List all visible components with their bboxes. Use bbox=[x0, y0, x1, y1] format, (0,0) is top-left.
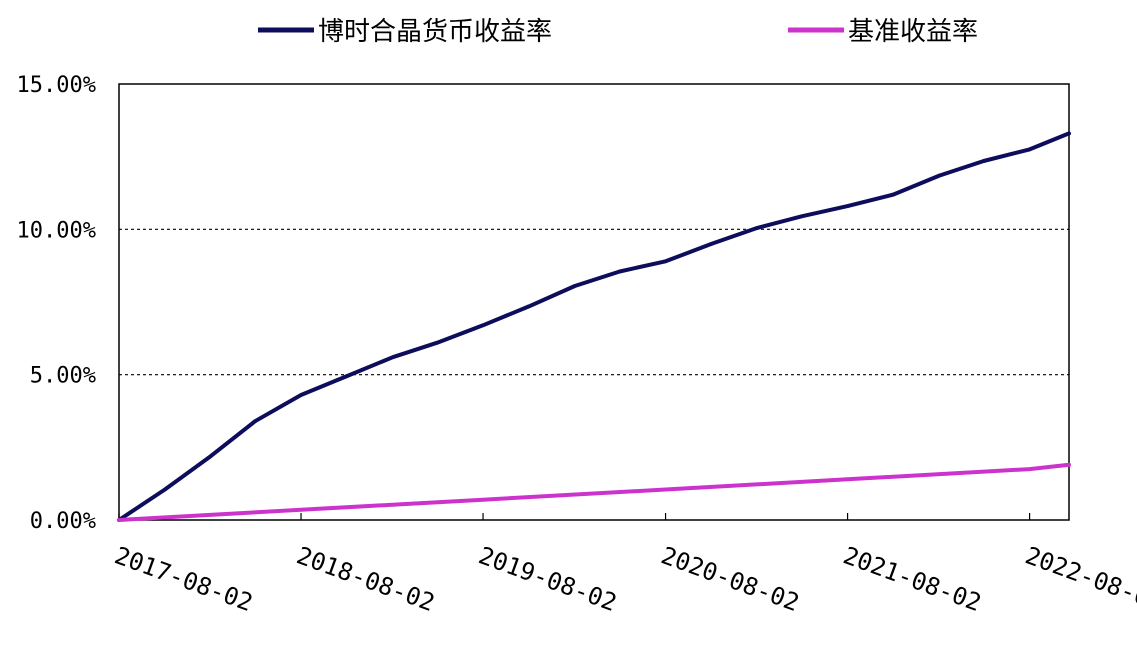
x-tick-label: 2021-08-02 bbox=[840, 541, 985, 617]
x-tick-label: 2017-08-02 bbox=[111, 541, 256, 617]
plot-area-frame bbox=[118, 83, 1070, 521]
data-point-series-2 bbox=[299, 508, 303, 512]
y-tick-label: 0.00% bbox=[30, 509, 96, 534]
data-point-series-1 bbox=[891, 192, 896, 197]
y-tick-label: 10.00% bbox=[17, 218, 96, 243]
data-point-series-2 bbox=[1067, 463, 1071, 467]
data-point-series-1 bbox=[709, 242, 714, 246]
data-point-series-1 bbox=[981, 159, 986, 163]
data-point-series-1 bbox=[481, 323, 485, 328]
legend: 博时合晶货币收益率 基准收益率 bbox=[258, 17, 978, 47]
x-tick-label: 2019-08-02 bbox=[475, 541, 620, 617]
series-line-1 bbox=[117, 131, 1071, 522]
data-point-series-2 bbox=[845, 477, 850, 482]
data-point-series-1 bbox=[663, 259, 668, 264]
data-point-series-2 bbox=[117, 518, 121, 522]
x-tick-label: 2022-08-02 bbox=[1022, 541, 1137, 617]
data-point-series-1 bbox=[573, 284, 577, 288]
data-point-series-1 bbox=[845, 204, 850, 208]
data-point-series-2 bbox=[481, 497, 485, 502]
data-point-series-1 bbox=[209, 454, 213, 458]
y-axis-ticks: 0.00% 5.00% 10.00% 15.00% bbox=[17, 73, 96, 534]
data-point-series-1 bbox=[799, 214, 804, 219]
data-point-series-1 bbox=[1067, 131, 1071, 136]
x-tick-label: 2020-08-02 bbox=[658, 541, 803, 617]
y-tick-label: 5.00% bbox=[30, 364, 96, 389]
legend-label-series-1: 博时合晶货币收益率 bbox=[318, 17, 552, 47]
series-line-2 bbox=[117, 462, 1071, 522]
y-tick-label: 15.00% bbox=[17, 73, 96, 98]
data-point-series-1 bbox=[527, 304, 531, 309]
data-point-series-1 bbox=[163, 487, 167, 492]
legend-label-series-2: 基准收益率 bbox=[848, 17, 978, 47]
gridlines bbox=[119, 228, 1069, 376]
x-axis-ticks: 2017-08-02 2018-08-02 2019-08-02 2020-08-02… bbox=[111, 513, 1137, 617]
data-point-series-1 bbox=[345, 374, 349, 378]
data-point-series-2 bbox=[1027, 467, 1032, 471]
series-lines bbox=[117, 131, 1071, 522]
data-point-series-2 bbox=[663, 487, 668, 492]
data-point-series-1 bbox=[617, 269, 622, 274]
data-point-series-1 bbox=[391, 355, 395, 360]
data-point-series-1 bbox=[937, 173, 942, 178]
data-point-series-1 bbox=[1027, 147, 1032, 152]
data-point-series-1 bbox=[253, 419, 257, 424]
data-point-series-1 bbox=[299, 393, 303, 397]
x-tick-label: 2018-08-02 bbox=[293, 541, 438, 617]
data-point-series-1 bbox=[755, 226, 760, 230]
data-point-series-1 bbox=[435, 340, 440, 345]
